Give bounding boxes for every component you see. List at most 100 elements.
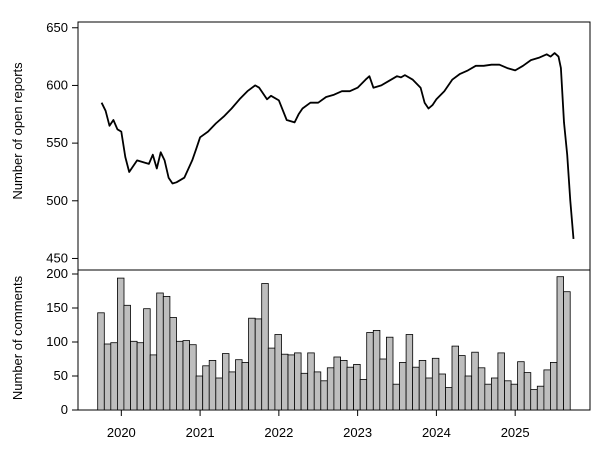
x-axis: 2020 2021 2022 2023 2024 2025 [107, 410, 530, 440]
comments-bar [497, 352, 505, 411]
comments-bar [123, 304, 131, 411]
top-y-tick-label: 650 [46, 20, 68, 35]
comments-bar [175, 340, 184, 411]
comments-bar [359, 378, 368, 411]
bottom-y-tick-label: 150 [46, 300, 68, 315]
comments-bar [563, 291, 571, 411]
comments-bar [431, 357, 440, 411]
top-y-axis-title: Number of open reports [10, 62, 25, 200]
comments-bar [300, 372, 309, 411]
comments-bar [490, 377, 499, 411]
comments-bar [451, 345, 459, 411]
comments-bar [221, 353, 230, 411]
comments-bar [477, 367, 486, 411]
top-y-tick-label: 550 [46, 135, 68, 150]
comments-bar [326, 367, 335, 411]
comments-bar [182, 340, 190, 411]
comments-bar [307, 352, 315, 411]
x-tick-label: 2020 [107, 425, 136, 440]
comments-bar [464, 375, 473, 411]
bottom-y-axis: 0 50 100 150 200 [46, 266, 78, 417]
comments-bar [156, 292, 164, 411]
x-tick-label: 2024 [422, 425, 451, 440]
comments-bar [97, 312, 105, 411]
comments-bar [162, 295, 171, 411]
comments-bar [294, 352, 302, 411]
comments-bar [385, 336, 394, 411]
comments-bar [425, 377, 433, 411]
comments-bar [287, 354, 295, 411]
top-panel-frame [77, 21, 591, 271]
top-y-tick-label: 600 [46, 77, 68, 92]
comments-bar [333, 356, 341, 411]
comments-bar [438, 373, 446, 411]
comments-bar [254, 318, 263, 411]
comments-bar [195, 375, 204, 411]
top-y-tick-label: 500 [46, 193, 68, 208]
comments-bar [517, 361, 525, 411]
bottom-y-axis-title: Number of comments [10, 275, 25, 400]
open-reports-panel: 450 500 550 600 650 Number of open reports [10, 20, 591, 271]
comments-bar [189, 344, 197, 411]
comments-bar [346, 366, 354, 411]
comments-bar [379, 358, 387, 411]
bottom-y-tick-label: 200 [46, 266, 68, 281]
comments-bar [366, 332, 374, 411]
open-reports-plot [100, 52, 575, 239]
comments-bar [248, 317, 256, 411]
comments-bar [405, 334, 414, 411]
comments-bar [313, 371, 322, 411]
x-tick-label: 2022 [264, 425, 293, 440]
comments-bar [530, 389, 538, 411]
comments-bar [136, 342, 145, 411]
top-y-axis: 450 500 550 600 650 [46, 20, 78, 265]
comments-bar [536, 385, 545, 411]
comments-bar [103, 343, 112, 411]
comments-bar [556, 276, 564, 411]
bottom-y-tick-label: 50 [54, 368, 68, 383]
x-tick-label: 2023 [343, 425, 372, 440]
comments-bar [471, 351, 479, 411]
comments-bar [117, 277, 125, 411]
comments-bar [267, 347, 276, 411]
comments-bar [320, 380, 328, 411]
x-tick-label: 2021 [186, 425, 215, 440]
comments-bar [241, 361, 249, 411]
top-y-tick-label: 450 [46, 250, 68, 265]
comments-bar [228, 371, 236, 411]
comments-bar [399, 361, 407, 411]
comments-bar [280, 353, 289, 411]
bottom-y-tick-label: 100 [46, 334, 68, 349]
comments-bar [149, 354, 158, 411]
comments-bar [504, 380, 512, 411]
comments-bar [445, 387, 453, 411]
comments-bar [412, 366, 420, 411]
comments-bar [235, 359, 243, 411]
comments-bar [274, 334, 282, 411]
comments-bar [143, 308, 151, 411]
bottom-y-tick-label: 0 [61, 402, 68, 417]
comments-bar [523, 372, 532, 411]
comments-bar [202, 365, 210, 411]
comments-bar [215, 377, 223, 411]
comments-bar [353, 363, 361, 411]
comments-bar [392, 383, 400, 411]
x-tick-label: 2025 [501, 425, 530, 440]
comments-bar [208, 359, 217, 411]
comments-plot [97, 276, 571, 411]
comments-bar [169, 317, 177, 411]
comments-bar [484, 383, 492, 411]
comments-bar [458, 355, 466, 411]
comments-bar [130, 340, 138, 411]
comments-bar [418, 359, 427, 411]
comments-panel: 0 50 100 150 200 Number of comments [10, 266, 591, 417]
comments-bar [543, 369, 551, 411]
comments-bar [510, 383, 519, 411]
comments-bar [261, 283, 269, 411]
comments-bar [110, 342, 118, 411]
comments-bar [340, 359, 348, 411]
open-reports-line [100, 52, 575, 239]
comments-bar [550, 361, 558, 411]
comments-bar [372, 329, 381, 411]
